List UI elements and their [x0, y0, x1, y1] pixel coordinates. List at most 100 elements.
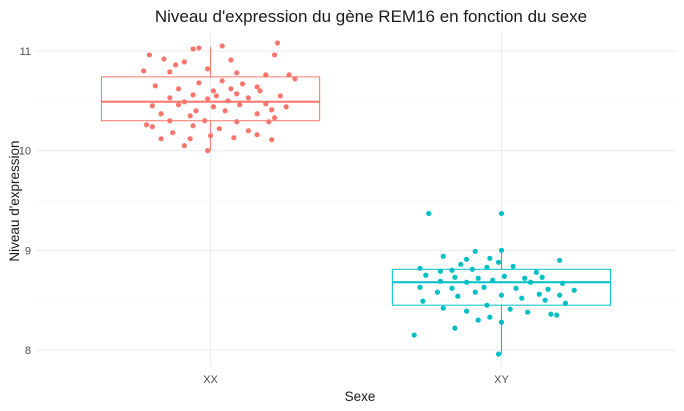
data-point-xy: [475, 317, 481, 323]
data-point-xy: [490, 277, 496, 283]
data-point-xx: [181, 143, 187, 149]
data-point-xx: [167, 95, 173, 101]
data-point-xx: [216, 126, 222, 132]
data-point-xy: [498, 210, 505, 217]
data-point-xx: [202, 118, 208, 124]
data-point-xy: [469, 266, 475, 272]
data-point-xx: [274, 40, 281, 46]
box-iqr: [391, 268, 612, 306]
data-point-xy: [411, 332, 417, 338]
box-iqr: [100, 76, 321, 122]
data-point-xx: [181, 99, 187, 105]
data-point-xy: [472, 248, 478, 254]
data-point-xy: [536, 291, 542, 297]
data-point-xx: [219, 43, 225, 49]
data-point-xy: [437, 268, 443, 274]
data-point-xx: [234, 91, 240, 97]
data-point-xy: [571, 287, 577, 293]
data-point-xx: [210, 88, 217, 94]
data-point-xx: [196, 45, 202, 51]
data-point-xx: [167, 118, 173, 124]
data-point-xx: [228, 86, 234, 92]
data-point-xx: [173, 62, 179, 68]
data-point-xy: [449, 285, 455, 291]
data-point-xx: [190, 46, 196, 52]
data-point-xx: [263, 72, 269, 78]
y-tick-label: 8: [25, 345, 31, 357]
data-point-xx: [231, 135, 237, 141]
data-point-xx: [234, 119, 240, 125]
data-point-xx: [283, 104, 289, 110]
data-point-xx: [205, 148, 211, 154]
data-point-xx: [187, 136, 193, 142]
data-point-xx: [292, 76, 298, 82]
box-xy: [391, 250, 612, 355]
data-point-xx: [193, 108, 199, 114]
y-tick-label: 10: [19, 146, 31, 158]
x-axis-title: Sexe: [345, 389, 376, 404]
data-point-xy: [475, 275, 481, 281]
data-point-xx: [239, 81, 246, 87]
data-point-xy: [440, 305, 446, 311]
data-point-xx: [254, 84, 260, 90]
data-point-xy: [539, 274, 545, 280]
data-point-xy: [440, 253, 446, 259]
data-point-xx: [196, 80, 202, 86]
data-point-xy: [545, 286, 551, 292]
y-tick-label: 9: [25, 245, 31, 257]
data-point-xy: [472, 289, 478, 295]
data-point-xx: [234, 70, 240, 76]
data-point-xx: [263, 101, 269, 107]
y-axis-ticks: 8 9 10 11: [19, 46, 31, 357]
data-point-xx: [237, 102, 243, 108]
x-tick-label: XY: [494, 374, 509, 386]
data-point-xy: [507, 306, 513, 312]
data-point-xx: [254, 111, 260, 117]
data-point-xx: [219, 78, 225, 84]
data-point-xx: [245, 95, 251, 101]
data-point-xy: [525, 309, 531, 315]
data-point-xx: [222, 108, 228, 114]
data-point-xy: [417, 284, 423, 290]
data-point-xx: [254, 132, 260, 138]
data-point-xy: [498, 247, 505, 253]
data-point-xy: [463, 256, 470, 262]
data-point-xx: [210, 104, 217, 110]
data-point-xx: [146, 52, 153, 58]
data-point-xx: [181, 59, 187, 65]
data-point-xy: [495, 351, 502, 357]
data-point-xx: [213, 93, 219, 99]
y-tick-label: 11: [20, 46, 31, 58]
data-point-xy: [437, 278, 443, 284]
data-point-xy: [426, 210, 432, 217]
data-point-xy: [495, 259, 502, 265]
data-point-xx: [175, 102, 182, 108]
data-point-xy: [455, 293, 461, 299]
data-point-xy: [423, 272, 429, 278]
data-point-xy: [548, 311, 554, 317]
data-points: [141, 40, 577, 357]
box-xx: [100, 46, 321, 151]
data-point-xy: [420, 298, 426, 304]
data-point-xy: [557, 257, 563, 263]
data-point-xy: [522, 275, 528, 281]
data-point-xy: [463, 308, 470, 314]
data-point-xy: [449, 267, 455, 273]
data-point-xy: [513, 285, 519, 291]
data-point-xy: [498, 319, 505, 325]
x-tick-label: XX: [203, 374, 218, 386]
data-point-xy: [533, 269, 539, 275]
data-point-xx: [269, 137, 275, 143]
data-point-xy: [554, 312, 560, 318]
data-point-xx: [187, 113, 193, 119]
x-axis-ticks: XX XY: [203, 374, 509, 386]
data-point-xx: [271, 115, 278, 121]
data-point-xy: [562, 300, 569, 306]
data-point-xy: [557, 292, 563, 298]
data-point-xy: [527, 279, 534, 285]
data-point-xy: [519, 295, 525, 301]
data-point-xy: [434, 289, 441, 295]
data-point-xx: [170, 130, 176, 136]
data-point-xy: [463, 279, 470, 285]
